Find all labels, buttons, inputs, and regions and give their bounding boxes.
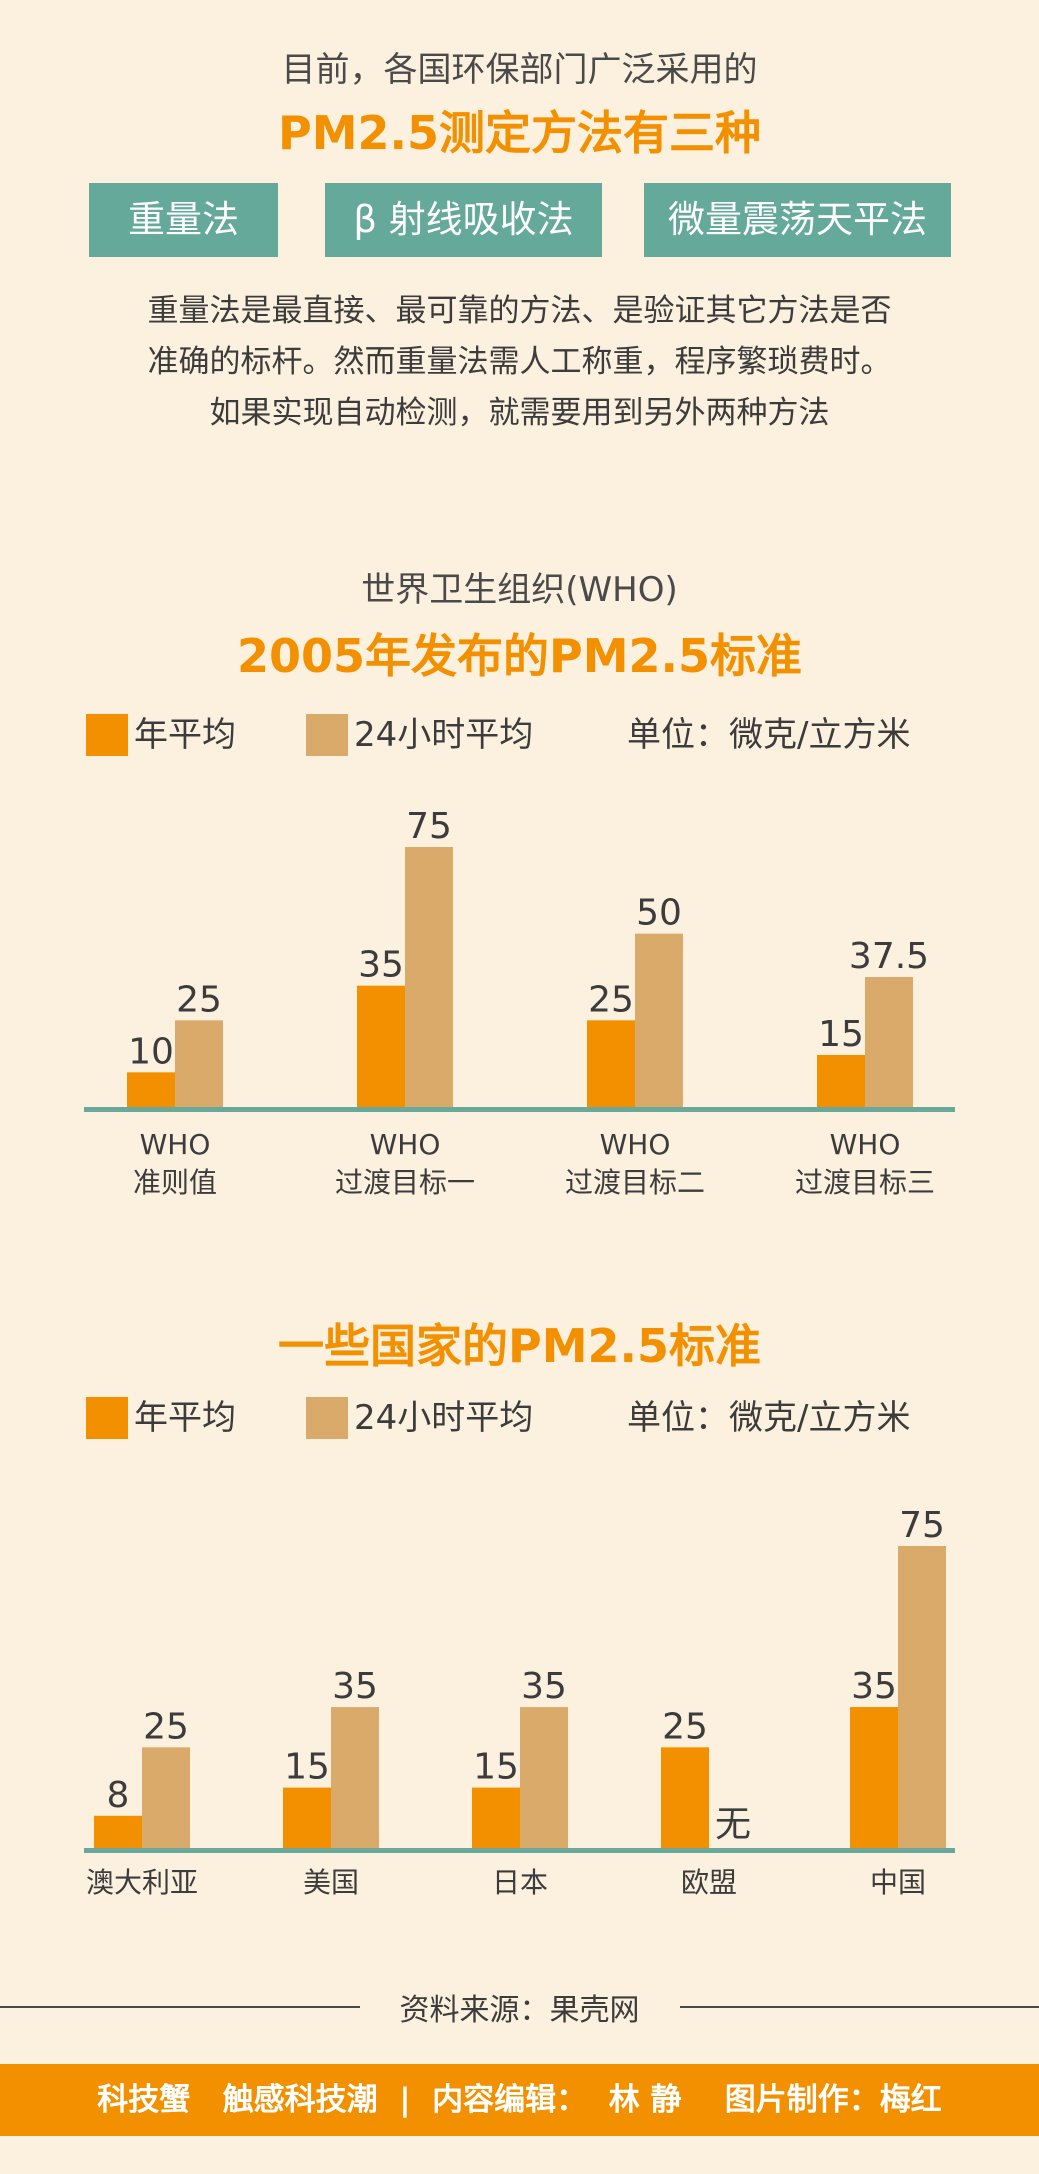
legend-daily-swatch xyxy=(306,1397,348,1439)
unit-label: 单位：微克/立方米 xyxy=(627,715,911,755)
data-label: 8 xyxy=(107,1775,130,1816)
category-label: WHO xyxy=(140,1128,211,1161)
legend-annual-label: 年平均 xyxy=(134,715,236,755)
bar-daily xyxy=(635,933,683,1107)
methods-title: PM2.5测定方法有三种 xyxy=(278,106,761,160)
category-label: 过渡目标二 xyxy=(565,1166,705,1199)
data-label: 35 xyxy=(332,1666,378,1707)
data-label: 25 xyxy=(176,979,222,1020)
category-label: 欧盟 xyxy=(681,1866,737,1899)
countries-chart-title: 一些国家的PM2.5标准 xyxy=(278,1319,761,1373)
category-label: 过渡目标三 xyxy=(795,1166,935,1199)
bar-daily xyxy=(175,1020,223,1107)
bar-annual xyxy=(472,1787,520,1848)
data-label: 25 xyxy=(588,979,634,1020)
category-label: 中国 xyxy=(870,1866,926,1899)
data-label: 50 xyxy=(636,893,682,934)
chart-baseline xyxy=(84,1107,955,1112)
footer-credits: 科技蟹 触感科技潮 | 内容编辑： 林 静 图片制作：梅红 xyxy=(0,2064,1039,2136)
methods-paragraph: 重量法是最直接、最可靠的方法、是验证其它方法是否 准确的标杆。然而重量法需人工称… xyxy=(0,286,1039,439)
paragraph-line: 准确的标杆。然而重量法需人工称重，程序繁琐费时。 xyxy=(147,344,892,380)
unit-label: 单位：微克/立方米 xyxy=(627,1398,911,1438)
data-label: 35 xyxy=(851,1666,897,1707)
data-label: 35 xyxy=(521,1666,567,1707)
who-bar-chart: 1025WHO准则值3575WHO过渡目标一2550WHO过渡目标二1537.5… xyxy=(84,806,955,1199)
bar-annual xyxy=(357,985,405,1107)
who-subtitle: 世界卫生组织(WHO) xyxy=(361,570,678,610)
category-label: WHO xyxy=(830,1128,901,1161)
legend-annual-swatch xyxy=(86,714,128,756)
legend-annual-swatch xyxy=(86,1397,128,1439)
data-label: 37.5 xyxy=(849,936,929,977)
category-label: 准则值 xyxy=(133,1166,217,1199)
bar-daily xyxy=(520,1707,568,1848)
source-text: 资料来源：果壳网 xyxy=(399,1993,640,2028)
data-label: 无 xyxy=(715,1804,751,1845)
bar-annual xyxy=(283,1787,331,1848)
legend-annual-label: 年平均 xyxy=(134,1398,236,1438)
legend-daily-swatch xyxy=(306,714,348,756)
legend-daily-label: 24小时平均 xyxy=(354,1398,534,1438)
category-label: 澳大利亚 xyxy=(86,1866,198,1899)
category-label: 日本 xyxy=(492,1866,548,1899)
bar-annual xyxy=(661,1747,709,1848)
source-divider-left xyxy=(0,2006,360,2008)
data-label: 25 xyxy=(662,1706,708,1747)
bar-daily xyxy=(898,1546,946,1848)
countries-legend: 年平均 24小时平均 单位：微克/立方米 xyxy=(86,1395,986,1441)
bar-daily xyxy=(331,1707,379,1848)
bar-daily xyxy=(142,1747,190,1848)
bar-annual xyxy=(587,1020,635,1107)
data-label: 15 xyxy=(284,1747,330,1788)
category-label: WHO xyxy=(370,1128,441,1161)
category-label: WHO xyxy=(600,1128,671,1161)
chart-baseline xyxy=(84,1848,955,1853)
data-label: 75 xyxy=(406,806,452,847)
data-label: 35 xyxy=(358,945,404,986)
bar-annual xyxy=(127,1072,175,1107)
paragraph-line: 如果实现自动检测，就需要用到另外两种方法 xyxy=(209,395,830,431)
category-label: 美国 xyxy=(303,1866,359,1899)
bar-annual xyxy=(817,1055,865,1107)
who-legend: 年平均 24小时平均 单位：微克/立方米 xyxy=(86,712,986,758)
data-label: 75 xyxy=(899,1505,945,1546)
bar-daily xyxy=(865,977,913,1107)
data-label: 15 xyxy=(473,1747,519,1788)
method-gravimetric: 重量法 xyxy=(89,183,278,257)
data-label: 15 xyxy=(818,1014,864,1055)
source-divider-right xyxy=(680,2006,1039,2008)
bar-annual xyxy=(94,1815,142,1848)
category-label: 过渡目标一 xyxy=(335,1166,475,1199)
method-beta-attenuation: β 射线吸收法 xyxy=(325,183,602,257)
legend-daily-label: 24小时平均 xyxy=(354,715,534,755)
who-chart-title: 2005年发布的PM2.5标准 xyxy=(236,629,802,683)
methods-subtitle: 目前，各国环保部门广泛采用的 xyxy=(281,50,758,90)
paragraph-line: 重量法是最直接、最可靠的方法、是验证其它方法是否 xyxy=(147,293,892,329)
data-label: 25 xyxy=(143,1706,189,1747)
bar-annual xyxy=(850,1707,898,1848)
data-label: 10 xyxy=(128,1031,174,1072)
bar-daily xyxy=(405,847,453,1107)
method-teom: 微量震荡天平法 xyxy=(644,183,951,257)
